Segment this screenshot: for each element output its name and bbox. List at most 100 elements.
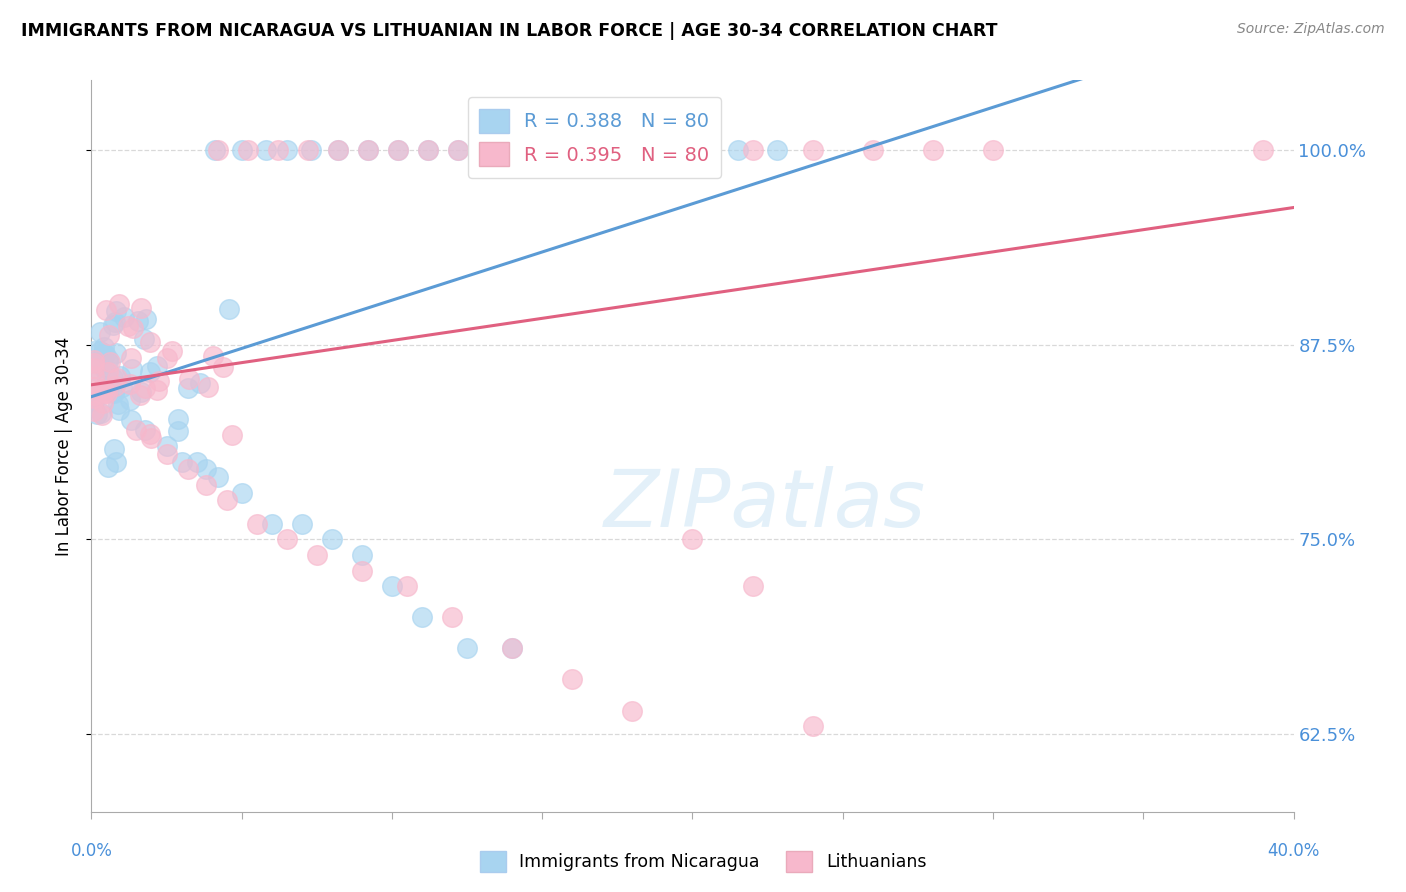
Point (741, 144, 763, 158)
Point (97, 355, 120, 369)
Point (104, 346, 127, 360)
Point (83, 391, 105, 405)
Point (139, 365, 162, 379)
Point (83, 380, 105, 394)
Point (202, 349, 225, 363)
Point (326, 144, 349, 158)
Point (1253, 144, 1275, 158)
Point (297, 144, 319, 158)
Point (155, 447, 177, 461)
Point (121, 361, 143, 376)
Point (83, 369, 105, 384)
Point (105, 454, 128, 468)
Point (501, 641, 523, 656)
Point (254, 144, 277, 158)
Point (387, 144, 409, 158)
Point (134, 381, 156, 395)
Point (664, 144, 686, 158)
Point (91, 346, 114, 360)
Point (411, 610, 433, 624)
Point (357, 144, 380, 158)
Text: ZIPatlas: ZIPatlas (603, 466, 925, 543)
Point (118, 392, 141, 407)
Point (508, 144, 530, 158)
Point (83, 393, 105, 408)
Point (218, 302, 240, 317)
Text: 0.0%: 0.0% (70, 842, 112, 860)
Legend: Immigrants from Nicaragua, Lithuanians: Immigrants from Nicaragua, Lithuanians (472, 844, 934, 879)
Point (155, 439, 177, 453)
Point (231, 485, 253, 500)
Point (627, 144, 650, 158)
Point (305, 548, 328, 562)
Text: IMMIGRANTS FROM NICARAGUA VS LITHUANIAN IN LABOR FORCE | AGE 30-34 CORRELATION C: IMMIGRANTS FROM NICARAGUA VS LITHUANIAN … (21, 22, 998, 40)
Point (83, 388, 105, 402)
Point (221, 427, 243, 442)
Point (89, 344, 111, 359)
Point (727, 144, 749, 158)
Point (91, 396, 114, 410)
Point (97, 328, 120, 343)
Point (108, 297, 131, 311)
Point (90, 382, 112, 396)
Point (416, 144, 439, 158)
Point (121, 351, 143, 366)
Point (267, 144, 290, 158)
Point (236, 144, 259, 158)
Point (688, 144, 710, 158)
Point (101, 371, 124, 385)
Point (104, 379, 127, 393)
Point (103, 442, 125, 456)
Point (83, 356, 105, 370)
Point (194, 462, 217, 476)
Point (97, 365, 120, 379)
Point (598, 144, 620, 158)
Point (105, 304, 128, 318)
Point (141, 431, 163, 445)
Point (598, 144, 620, 158)
Point (127, 313, 149, 327)
Point (91, 387, 114, 401)
Point (125, 423, 148, 437)
Point (162, 343, 184, 358)
Point (456, 641, 478, 656)
Point (299, 144, 322, 158)
Point (83, 404, 105, 418)
Point (131, 384, 153, 399)
Point (90, 406, 112, 420)
Point (477, 144, 499, 158)
Point (107, 397, 129, 411)
Point (231, 144, 253, 158)
Point (207, 470, 229, 484)
Point (212, 360, 235, 375)
Point (508, 144, 530, 158)
Point (97, 351, 120, 366)
Point (260, 516, 283, 531)
Point (98, 355, 121, 369)
Point (83, 389, 105, 403)
Point (862, 144, 884, 158)
Y-axis label: In Labor Force | Age 30-34: In Labor Force | Age 30-34 (55, 336, 73, 556)
Point (134, 424, 156, 438)
Text: Source: ZipAtlas.com: Source: ZipAtlas.com (1237, 22, 1385, 37)
Point (148, 374, 170, 388)
Point (741, 579, 763, 593)
Point (188, 376, 211, 391)
Point (120, 377, 142, 392)
Point (96, 371, 118, 385)
Point (122, 320, 145, 334)
Point (321, 533, 343, 547)
Point (120, 412, 142, 426)
Point (567, 144, 589, 158)
Point (131, 301, 153, 316)
Point (561, 673, 583, 687)
Point (97, 379, 120, 393)
Point (114, 310, 136, 325)
Point (567, 144, 589, 158)
Point (177, 381, 200, 395)
Point (105, 371, 128, 385)
Point (699, 144, 721, 158)
Point (83, 361, 105, 376)
Point (801, 144, 824, 158)
Point (117, 318, 139, 333)
